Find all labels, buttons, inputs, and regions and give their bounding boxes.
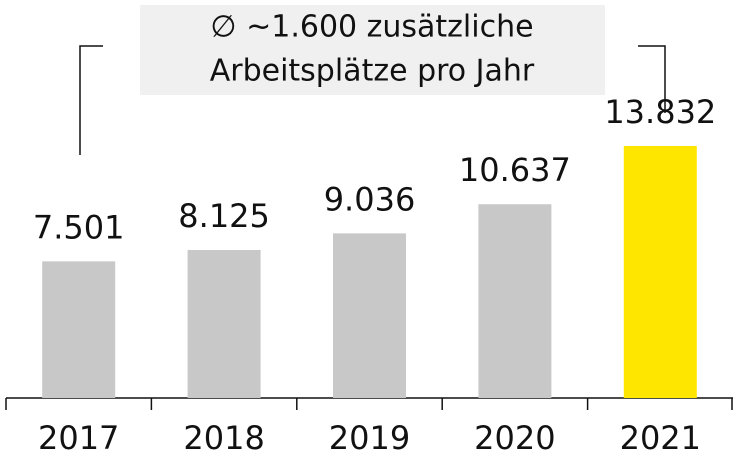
bar: [623, 146, 697, 398]
bar: [42, 261, 116, 398]
x-tick-label: 2018: [183, 419, 264, 457]
value-label: 7.501: [33, 208, 125, 246]
value-label: 8.125: [178, 197, 270, 235]
bar: [187, 249, 261, 398]
annotation: ∅ ~1.600 zusätzliche: [210, 10, 533, 45]
value-label: 10.637: [459, 151, 571, 189]
x-tick-label: 2020: [474, 419, 555, 457]
value-label: 13.832: [604, 93, 716, 131]
annotation-box: [140, 5, 605, 95]
bar: [333, 233, 406, 398]
value-label: 9.036: [324, 180, 416, 218]
annotation: Arbeitsplätze pro Jahr: [210, 54, 535, 89]
x-tick-label: 2017: [38, 419, 119, 457]
bar: [478, 204, 552, 398]
x-tick-label: 2019: [329, 419, 410, 457]
x-tick-label: 2021: [620, 419, 701, 457]
bracket: [638, 45, 666, 113]
bracket: [79, 45, 103, 155]
